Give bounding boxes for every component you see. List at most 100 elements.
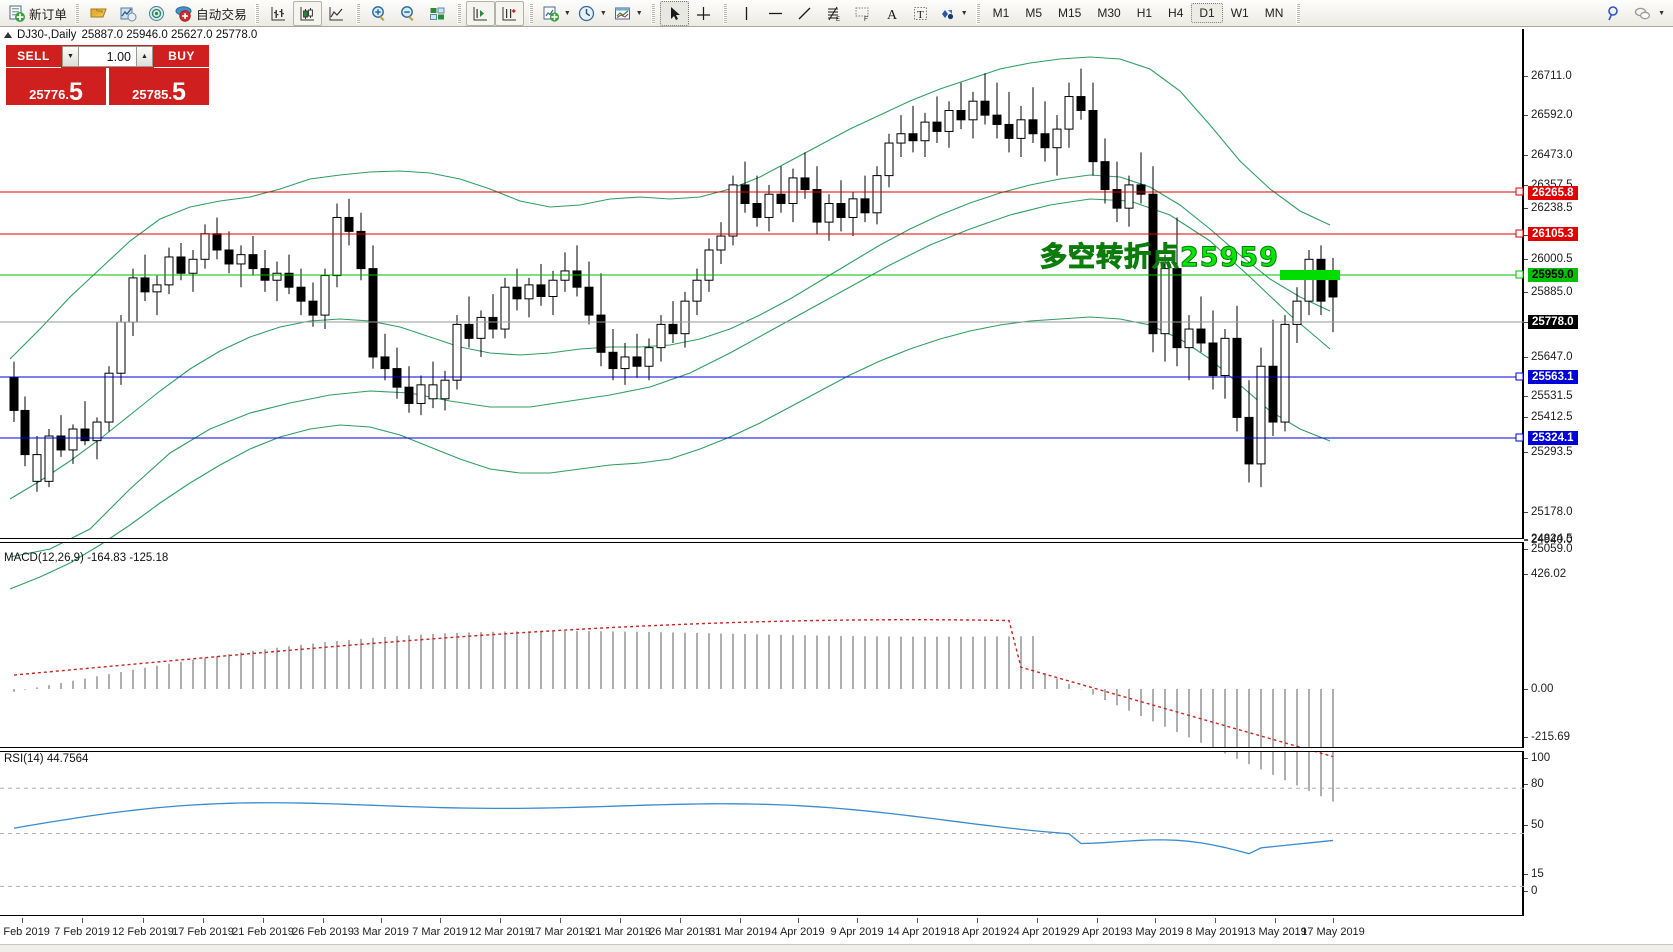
resistance-26265-handle[interactable] [1515,187,1524,196]
indicators-button[interactable]: ▼ [610,1,646,26]
volume-increment-button[interactable]: ▲ [136,46,153,67]
toolbar-overflow-caret[interactable]: ▼ [1658,9,1665,17]
cursor-icon [665,4,684,23]
volume-decrement-button[interactable]: ▼ [62,46,79,67]
resistance-26105-handle[interactable] [1515,229,1524,238]
timeframe-m30[interactable]: M30 [1097,6,1121,20]
price-tag-blue[interactable]: 25563.1 [1528,370,1578,384]
candlestick [164,247,174,295]
price-tag-blue[interactable]: 25324.1 [1528,431,1578,445]
candlestick [956,82,966,130]
toolbar-separator-9 [1296,2,1301,24]
candlestick [1040,101,1050,162]
timeframe-m15[interactable]: M15 [1058,6,1082,20]
date-label: 3 Mar 2019 [353,926,409,938]
timeframe-mn[interactable]: MN [1264,6,1284,20]
line-chart-button[interactable] [322,1,351,26]
market-watch-button[interactable] [142,1,171,26]
search-button[interactable] [1599,1,1628,26]
macd-signal-line [13,619,1334,758]
chevron-down-icon-3[interactable]: ▼ [635,9,643,17]
candlestick [944,101,954,148]
fibonacci-button[interactable]: E [819,1,848,26]
chat-button[interactable] [1628,1,1657,26]
date-label: 31 Mar 2019 [709,926,771,938]
timeframe-m5[interactable]: M5 [1025,6,1043,20]
trade-panel-top-row: SELL ▼ 1.00 ▲ BUY [6,45,209,68]
vertical-line-button[interactable] [732,1,761,26]
candlestick-chart-button[interactable] [292,0,322,26]
price-tag-green[interactable]: 25959.0 [1528,268,1578,282]
sell-price-box[interactable]: 25776 . 5 [6,68,106,105]
timeframe-m1[interactable]: M1 [992,6,1010,20]
trendline-button[interactable] [790,1,819,26]
cursor-button[interactable] [659,0,689,26]
one-click-trading-panel[interactable]: SELL ▼ 1.00 ▲ BUY 25776 . 5 25785 . 5 [6,45,209,105]
bar-chart-button[interactable] [264,1,293,26]
status-bar [0,944,1673,952]
candlestick [764,184,774,232]
price-tag-red[interactable]: 26265.8 [1528,186,1578,200]
timeframe-h1[interactable]: H1 [1136,6,1153,20]
sell-price-dot: . [65,87,69,102]
chevron-down-icon-2[interactable]: ▼ [599,9,607,17]
auto-scroll-button[interactable] [494,0,524,26]
horizontal-line-button[interactable] [761,1,790,26]
moving-average-line [9,198,1331,558]
buy-price-decimal: 5 [171,77,186,106]
date-label: 24 Apr 2019 [1007,926,1067,938]
folder-button[interactable] [84,1,113,26]
indicator-tick [1524,825,1528,826]
date-label: 26 Feb 2019 [292,926,354,938]
candlestick [356,212,366,281]
timeframe-h4[interactable]: H4 [1168,6,1184,20]
candlestick [932,96,942,144]
new-order-button[interactable]: 新订单 [4,1,70,26]
volume-stepper[interactable]: ▼ 1.00 ▲ [61,45,154,68]
support-25563-handle[interactable] [1515,372,1524,381]
price-scale[interactable]: 26711.026592.026473.026357.526238.526105… [1524,29,1673,918]
timeframe-d1[interactable]: D1 [1191,3,1223,23]
pivot-highlight-box [1280,270,1340,280]
fibonacci-icon: E [824,4,843,23]
price-tag-red[interactable]: 26105.3 [1528,227,1578,241]
price-tick [1524,185,1528,186]
textbox-button[interactable]: T [906,1,935,26]
profiles-button[interactable] [113,1,142,26]
sell-button[interactable]: SELL [6,45,61,68]
chevron-down-icon[interactable]: ▼ [563,9,571,17]
pivot-25959-handle[interactable] [1515,270,1524,279]
candlestick [1292,287,1302,343]
new-chart-button[interactable]: ▼ [538,1,574,26]
horizontal-lines-layer[interactable] [0,29,1524,918]
crosshair-button[interactable] [689,1,718,26]
zoom-in-button[interactable] [365,1,394,26]
auto-trading-button[interactable]: 自动交易 [171,1,250,26]
text-label-button[interactable]: F [848,1,877,26]
price-tag-black[interactable]: 25778.0 [1528,315,1578,329]
rsi-pane-separator [0,747,1524,752]
zoom-out-button[interactable] [394,1,423,26]
date-label: 7 Mar 2019 [412,926,468,938]
chart-plot-area[interactable]: MACD(12,26,9) -164.83 -125.18 RSI(14) 44… [0,29,1524,919]
price-tick-label: 26592.0 [1531,109,1573,121]
chevron-down-icon-4[interactable]: ▼ [960,9,968,17]
timeframe-w1[interactable]: W1 [1230,6,1249,20]
shapes-button[interactable]: ▼ [935,1,971,26]
candlestick [656,315,666,362]
buy-button[interactable]: BUY [154,45,209,68]
candlestick [1220,329,1230,399]
support-25324-handle[interactable] [1515,433,1524,442]
tile-windows-button[interactable] [423,1,452,26]
indicator-tick [1524,874,1528,875]
buy-price-box[interactable]: 25785 . 5 [109,68,209,105]
candlestick [1172,217,1182,367]
price-tick-label: 25647.0 [1531,351,1573,363]
date-tick [1097,918,1098,923]
collapse-triangle-icon[interactable] [4,32,12,38]
period-button[interactable]: ▼ [574,1,610,26]
chart-shift-button[interactable] [465,0,495,26]
price-tick [1524,292,1528,293]
text-button[interactable]: A [877,1,906,26]
volume-input[interactable]: 1.00 [79,46,136,67]
